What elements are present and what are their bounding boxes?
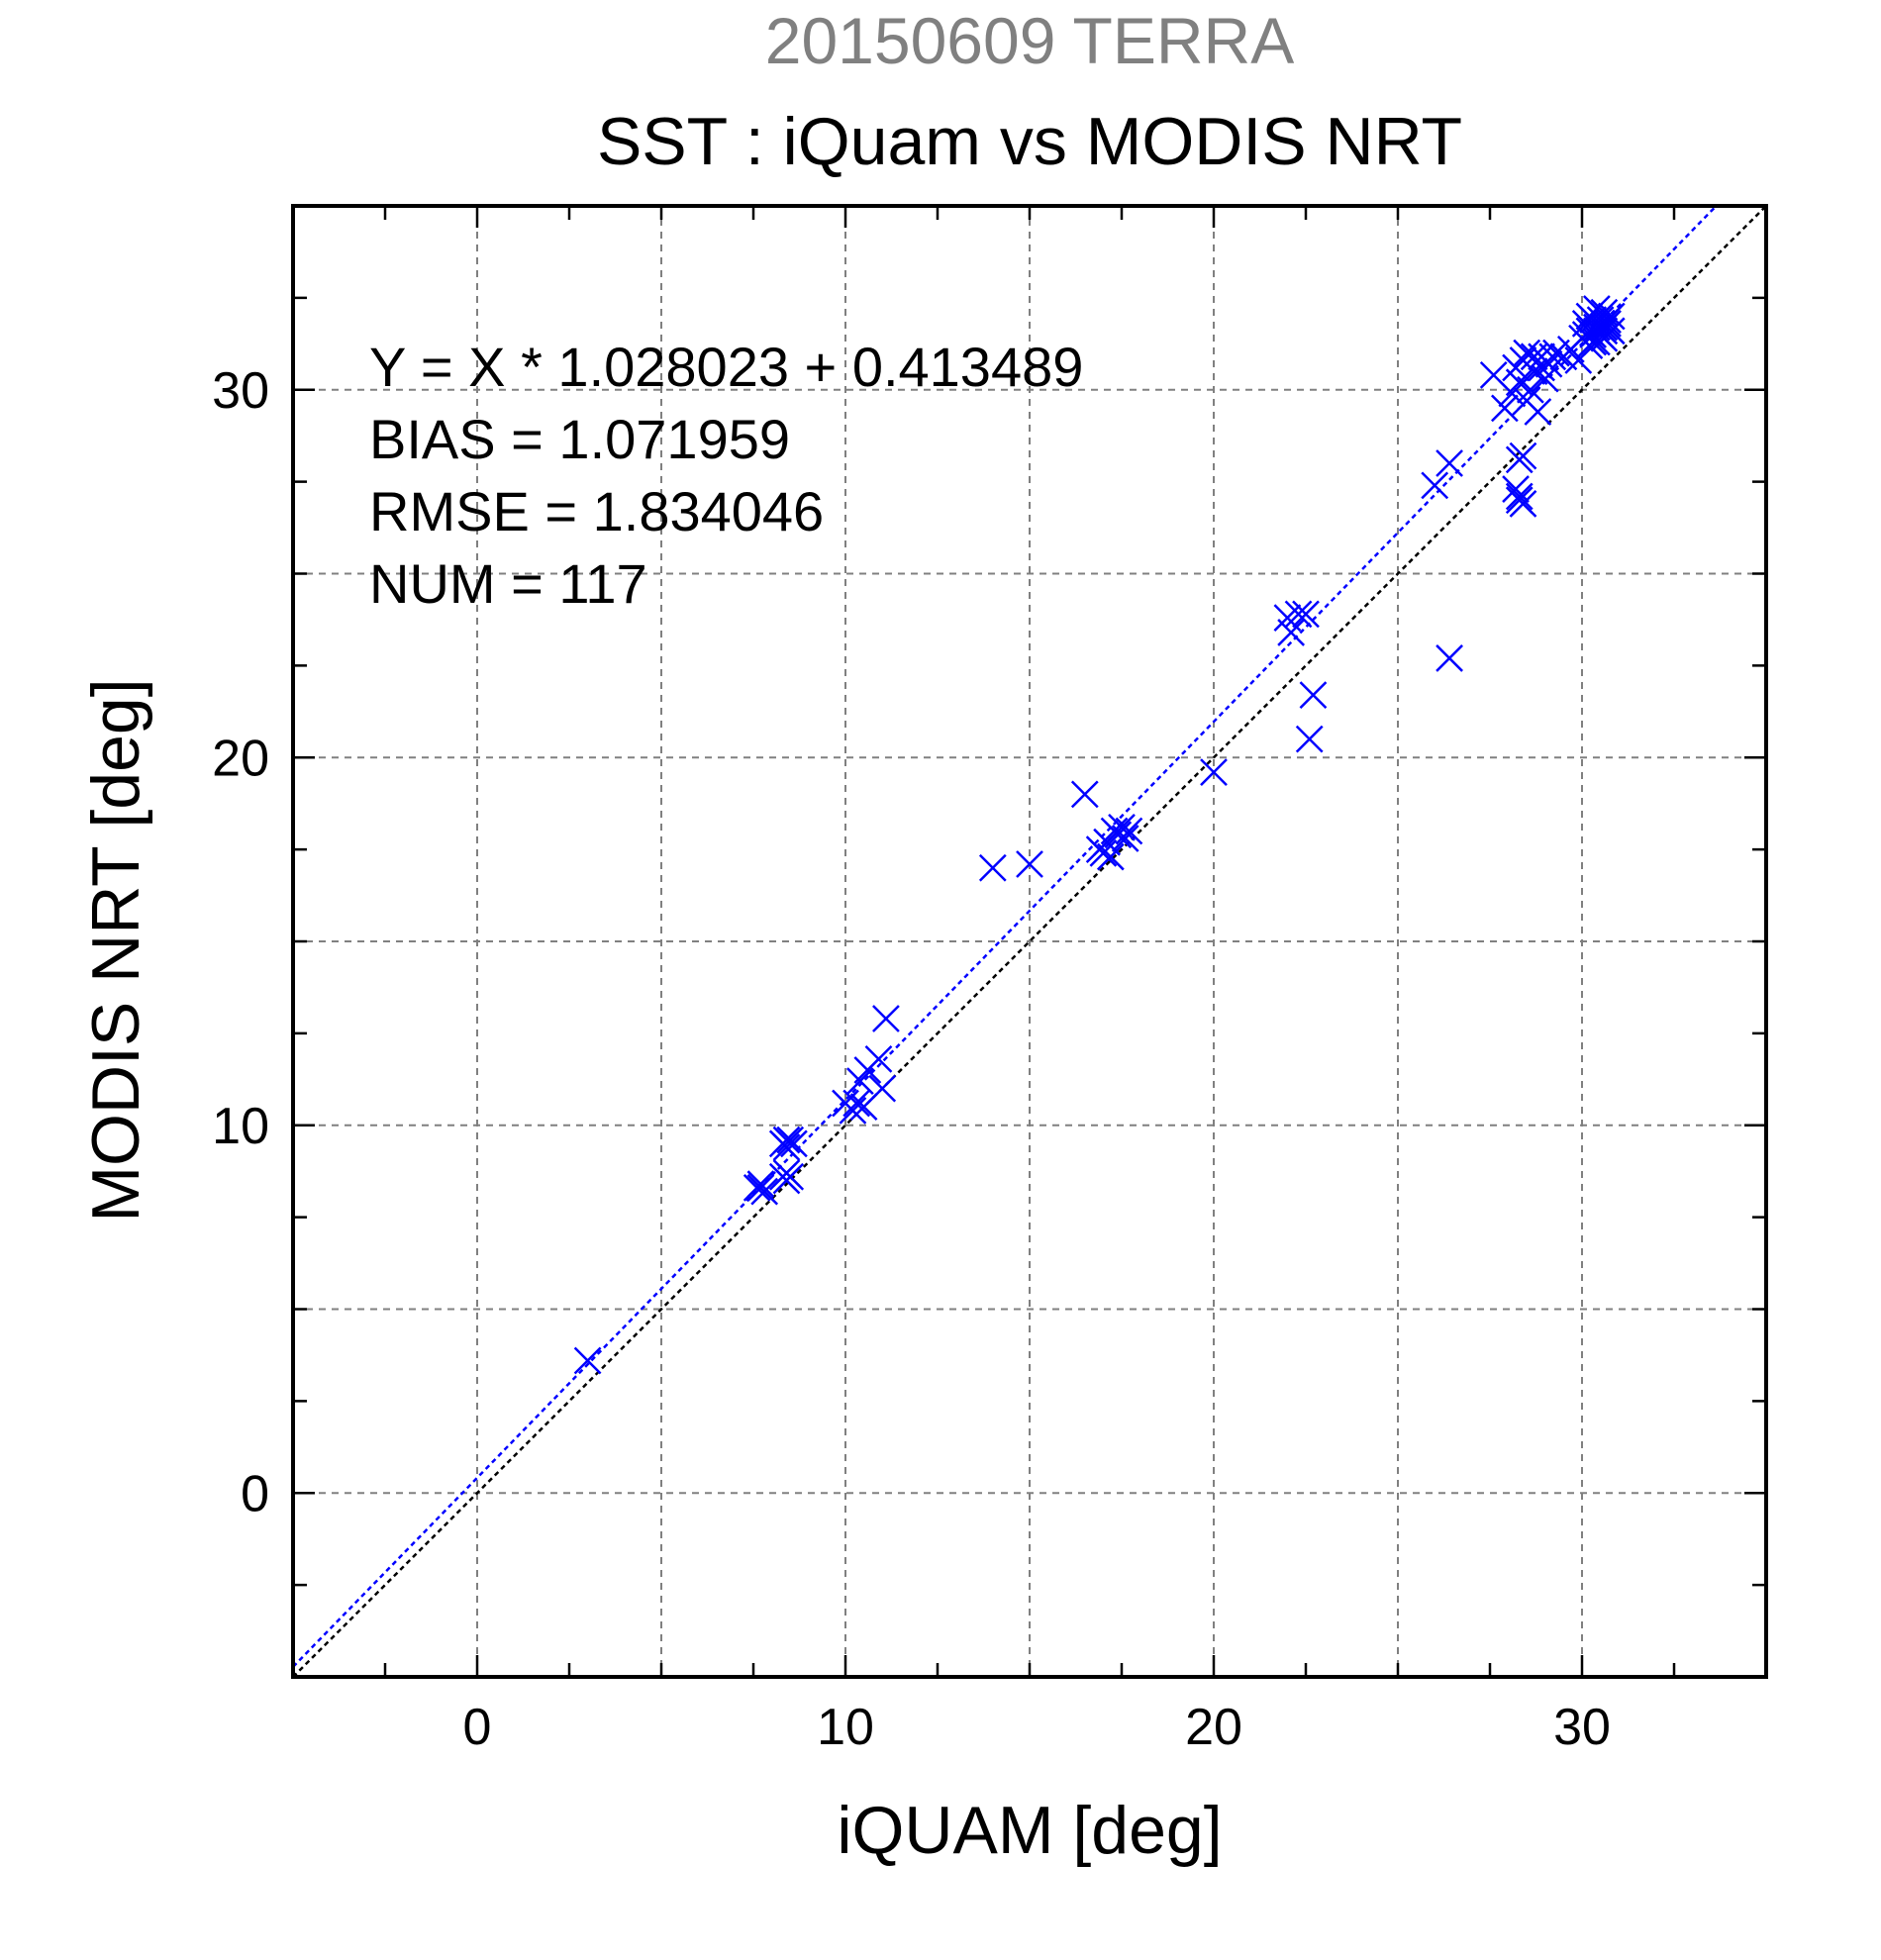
data-point — [839, 1097, 867, 1125]
data-point — [1505, 482, 1534, 511]
data-point — [1295, 725, 1324, 753]
y-tick-label: 0 — [241, 1465, 269, 1522]
chart-suptitle: 20150609 TERRA — [765, 4, 1294, 77]
data-point — [772, 1133, 801, 1161]
regression-equation: Y = X * 1.028023 + 0.413489 — [369, 336, 1083, 398]
data-point — [1490, 394, 1519, 423]
x-tick-label: 10 — [817, 1699, 874, 1756]
data-point — [1509, 490, 1537, 518]
data-point — [1292, 600, 1320, 629]
data-point — [978, 853, 1007, 882]
data-points — [573, 295, 1626, 1375]
data-point — [1200, 758, 1228, 786]
data-point — [1436, 644, 1463, 672]
x-tick-label: 20 — [1185, 1699, 1242, 1756]
chart-title: SST : iQuam vs MODIS NRT — [597, 104, 1462, 179]
data-point — [1115, 817, 1143, 845]
grid — [293, 206, 1766, 1677]
data-point — [780, 1129, 808, 1158]
data-point — [1575, 332, 1604, 360]
data-point — [750, 1177, 779, 1206]
data-point — [1582, 328, 1611, 356]
y-axis-title: MODIS NRT [deg] — [78, 678, 153, 1222]
num-value: NUM = 117 — [369, 552, 647, 615]
data-point — [1524, 398, 1552, 426]
rmse-value: RMSE = 1.834046 — [369, 480, 824, 542]
data-point — [868, 1074, 897, 1103]
data-point — [776, 1162, 805, 1191]
data-point — [864, 1044, 893, 1073]
data-point — [872, 1005, 900, 1032]
axes — [291, 204, 1768, 1679]
data-point — [746, 1170, 775, 1199]
data-point — [1284, 600, 1313, 629]
data-point — [1517, 375, 1544, 404]
x-tick-label: 0 — [463, 1699, 492, 1756]
data-point — [1070, 780, 1099, 809]
data-point — [1104, 821, 1133, 849]
data-point — [573, 1346, 602, 1375]
data-point — [1421, 471, 1449, 500]
data-point — [1277, 619, 1306, 646]
data-point — [1096, 842, 1125, 871]
data-point — [1597, 317, 1626, 345]
data-point — [1299, 681, 1328, 709]
data-point — [842, 1089, 871, 1118]
y-tick-label: 30 — [212, 362, 269, 420]
data-point — [1597, 302, 1626, 331]
tick-labels: 0 10 20 30 0 10 20 30 — [212, 362, 1611, 1756]
reference-lines — [292, 205, 1767, 1678]
data-point — [1436, 449, 1463, 477]
y-tick-label: 20 — [212, 730, 269, 787]
x-tick-label: 30 — [1553, 1699, 1611, 1756]
stats-annotation: Y = X * 1.028023 + 0.413489 BIAS = 1.071… — [369, 336, 1083, 615]
bias-value: BIAS = 1.071959 — [369, 408, 790, 470]
y-tick-label: 10 — [212, 1098, 269, 1155]
data-point — [1108, 813, 1136, 841]
data-point — [772, 1126, 801, 1154]
data-point — [1111, 825, 1139, 852]
x-axis-title: iQUAM [deg] — [837, 1793, 1222, 1868]
fit-line — [292, 205, 1718, 1668]
data-point — [1016, 850, 1043, 878]
data-point — [1089, 838, 1118, 867]
data-point — [1502, 475, 1530, 503]
data-point — [1505, 445, 1534, 474]
